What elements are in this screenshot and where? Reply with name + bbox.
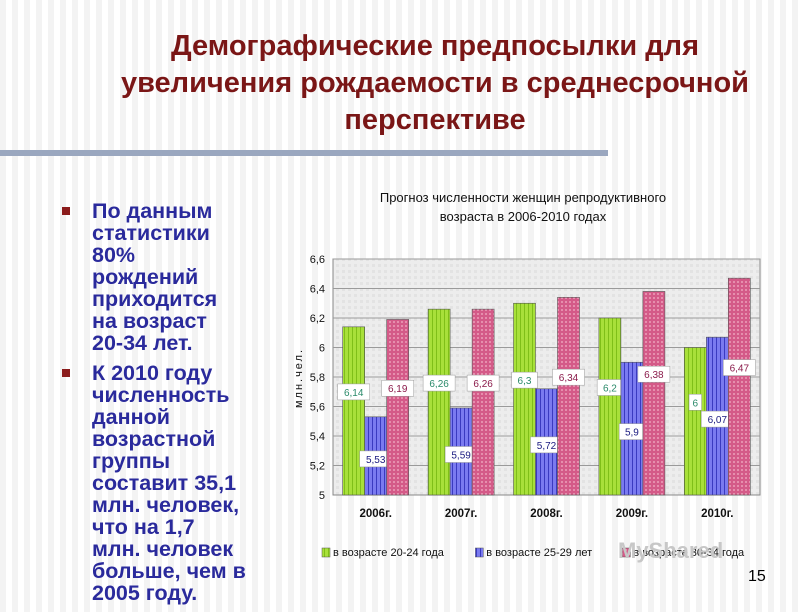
data-label: 6,26 [473,379,493,390]
plot-area: 5 5,2 5,4 5,6 5,8 6 6,2 6,4 6,6 6,14 5,53 6,19 2006г… [310,254,761,520]
x-tick-label: 2007г. [445,508,477,520]
bullet-item: По данным статистики 80% рождений приход… [62,200,302,354]
y-tick-label: 6,6 [310,254,325,266]
bar [342,326,366,496]
data-label-box [723,359,756,376]
data-label-box [511,371,538,389]
y-tick-label: 6 [319,343,325,355]
data-label: 5,59 [451,450,471,461]
data-label: 5,9 [625,428,639,439]
legend-label: в возрасте 20-24 года [333,547,445,559]
y-tick-label: 5 [319,490,325,502]
bar [727,277,751,496]
data-label: 6,19 [388,384,408,395]
data-label-box [552,368,585,386]
data-label: 6,2 [603,384,617,395]
data-label: 5,53 [366,455,386,466]
legend-swatch [475,547,484,558]
y-axis-label: млн.чел. [293,348,305,408]
y-tick-label: 5,6 [310,402,325,414]
legend-swatch [321,547,331,558]
bullet-text: По данным статистики 80% рождений приход… [92,199,218,355]
bar [471,308,495,496]
square-bullet-icon [62,369,70,377]
bullet-item: К 2010 году численность данной возрастно… [62,362,302,604]
y-tick-label: 6,4 [310,284,325,296]
y-tick-label: 6,2 [310,313,325,325]
data-label-box [337,383,370,401]
data-label: 6,26 [429,379,449,390]
bar [513,302,536,496]
page-number: 15 [748,568,766,585]
y-tick-label: 5,2 [310,461,325,473]
data-label-box [422,374,456,392]
data-label: 6 [693,398,699,409]
bar [598,317,622,496]
square-bullet-icon [62,207,70,215]
data-label-box [381,379,414,397]
bar [427,308,451,496]
bar [642,291,666,496]
x-tick-label: 2008г. [530,508,562,520]
legend-label: в возрасте 25-29 лет [486,547,592,559]
page-title: Демографические предпосылки для увеличен… [120,30,749,136]
title-divider [0,150,608,156]
y-tick-label: 5,4 [310,431,325,443]
data-label: 5,72 [537,441,557,452]
data-label: 6,14 [344,388,364,399]
data-label-box [688,394,702,411]
x-tick-label: 2006г. [359,508,391,520]
data-label-box [637,365,671,383]
y-tick-label: 5,8 [310,372,325,384]
x-tick-label: 2010г. [701,508,733,520]
legend-swatch [622,547,631,558]
watermark: MyShared [618,538,724,563]
chart-title-line: возраста в 2006-2010 годах [440,209,607,224]
data-label: 6,34 [559,373,579,384]
data-label-box [466,374,500,392]
chart-legend: в возрасте 20-24 года в возрасте 25-29 ле… [321,547,745,559]
bar [557,297,580,496]
data-label: 6,47 [730,364,750,375]
bullet-list: По данным статистики 80% рождений приход… [62,200,302,612]
chart-title-line: Прогноз численности женщин репродуктивно… [380,190,666,205]
data-label: 6,07 [708,415,728,426]
legend-label: в возрасте 30-34 года [633,547,745,559]
data-label: 6,3 [518,376,532,387]
x-tick-label: 2009г. [616,508,648,520]
bullet-text: К 2010 году численность данной возрастно… [92,361,246,605]
data-label: 6,38 [644,370,664,381]
bar [386,319,410,496]
